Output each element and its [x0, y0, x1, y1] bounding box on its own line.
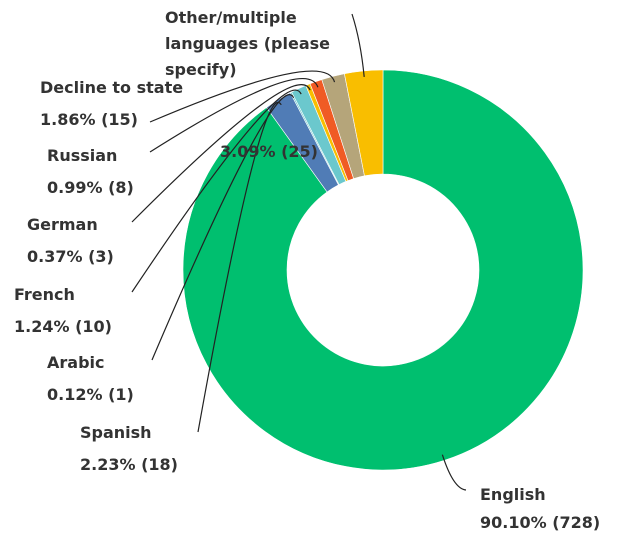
value-label: 90.10% (728) [480, 513, 601, 532]
leader-line [197, 101, 282, 433]
leader-line [149, 70, 336, 123]
leader-line [131, 89, 302, 293]
leader-line [151, 94, 295, 361]
slice [344, 69, 384, 177]
value-label: 1.24% (10) [14, 317, 112, 336]
leader-line [351, 13, 365, 77]
value-label: 2.23% (18) [80, 455, 178, 474]
leader-line [131, 84, 311, 223]
value-label: 3.09% (25) [220, 142, 318, 161]
slice [182, 69, 584, 471]
slice-label: Arabic [47, 353, 105, 372]
slice-label: Russian [47, 146, 118, 165]
leader-line [441, 454, 467, 491]
slice-label: Decline to state [40, 78, 184, 97]
value-label: 0.99% (8) [47, 178, 134, 197]
slice-label: English [480, 485, 546, 504]
value-label: 0.37% (3) [27, 247, 114, 266]
slice-label: Spanish [80, 423, 152, 442]
slice-label: Other/multiple languages (please specify… [165, 8, 330, 79]
slice-label: German [27, 215, 98, 234]
slice-label: French [14, 285, 75, 304]
value-label: 0.12% (1) [47, 385, 134, 404]
value-label: 1.86% (15) [40, 110, 138, 129]
leader-line [149, 77, 319, 153]
